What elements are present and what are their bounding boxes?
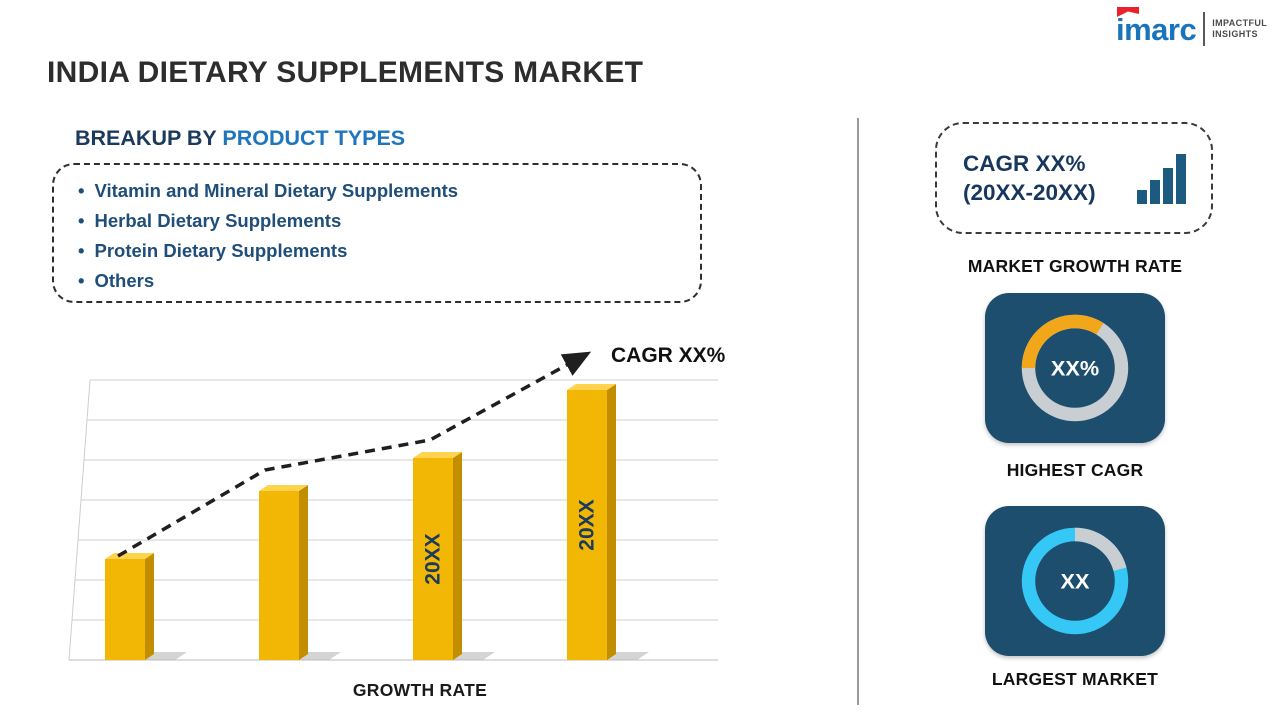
bar-side (607, 384, 616, 660)
breakup-heading: BREAKUP BY PRODUCT TYPES (75, 126, 405, 151)
bar-side (145, 553, 154, 660)
logo-tagline-line1: IMPACTFUL (1212, 18, 1268, 28)
bar-top (259, 485, 308, 491)
imarc-logo: imarc IMPACTFUL INSIGHTS (1116, 6, 1267, 47)
cagr-annotation: CAGR XX% (611, 344, 726, 367)
highest-cagr-label: HIGHEST CAGR (1006, 460, 1144, 480)
highest-cagr-value: XX% (1051, 356, 1099, 381)
logo-divider (1203, 12, 1206, 46)
product-type-item: Vitamin and Mineral Dietary Supplements (78, 176, 700, 206)
product-types-list: Vitamin and Mineral Dietary Supplements … (54, 176, 700, 296)
largest-market-value: XX (1061, 569, 1090, 594)
bar (413, 458, 453, 660)
largest-market-tile: XX (985, 506, 1165, 656)
cagr-box-line2: (20XX-20XX) (963, 180, 1096, 205)
growth-rate-axis-label: GROWTH RATE (352, 680, 488, 700)
logo-tagline-line2: INSIGHTS (1212, 29, 1258, 39)
page-title: INDIA DIETARY SUPPLEMENTS MARKET (47, 56, 644, 89)
highest-cagr-tile: XX% (985, 293, 1165, 443)
breakup-heading-highlight: PRODUCT TYPES (222, 126, 406, 150)
bar (105, 559, 145, 660)
product-type-item: Protein Dietary Supplements (78, 236, 700, 266)
logo-tagline: IMPACTFUL INSIGHTS (1212, 18, 1267, 40)
bar-chart-icon (1137, 154, 1186, 204)
bar-top (413, 452, 462, 458)
bar (567, 390, 607, 660)
growth-bar-chart-svg: 20XX 20XX CAGR XX% (68, 344, 726, 661)
bar-year-label: 20XX (422, 533, 445, 584)
cagr-box: CAGR XX% (20XX-20XX) (935, 122, 1213, 234)
breakup-heading-prefix: BREAKUP BY (75, 126, 223, 150)
product-type-item: Others (78, 266, 700, 296)
bar-side (299, 485, 308, 660)
logo-brand-label: imarc (1116, 11, 1197, 47)
imarc-brand-text: imarc (1116, 6, 1197, 47)
bar-side (453, 452, 462, 660)
highest-cagr-donut: XX% (1021, 314, 1129, 422)
cagr-box-line1: CAGR XX% (963, 151, 1086, 176)
bar-year-label: 20XX (576, 499, 599, 550)
largest-market-donut: XX (1021, 527, 1129, 635)
bar-top (567, 384, 616, 390)
logo-red-flag-icon (1117, 6, 1139, 17)
bars-layer: 20XX 20XX (105, 384, 649, 660)
growth-chart: 20XX 20XX CAGR XX% (55, 340, 735, 690)
cagr-box-text: CAGR XX% (20XX-20XX) (963, 149, 1096, 207)
product-type-item: Herbal Dietary Supplements (78, 206, 700, 236)
grid (68, 379, 718, 661)
market-growth-rate-label: MARKET GROWTH RATE (967, 256, 1183, 276)
product-types-box: Vitamin and Mineral Dietary Supplements … (52, 163, 702, 303)
section-divider (857, 118, 859, 705)
trend-arrow (117, 351, 592, 558)
bar (259, 491, 299, 660)
largest-market-label: LARGEST MARKET (991, 669, 1159, 689)
